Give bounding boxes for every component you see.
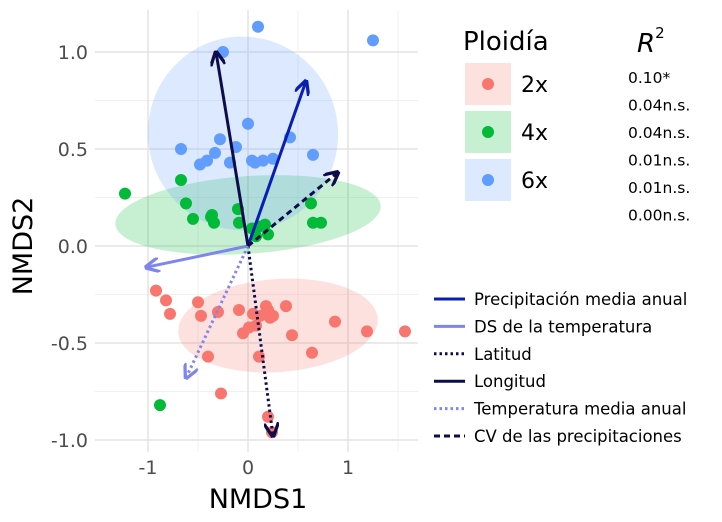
point-6x (175, 143, 187, 155)
r2-title-letter: R (637, 29, 655, 59)
point-2x (286, 329, 298, 342)
point-2x (237, 327, 249, 340)
point-6x (217, 46, 229, 58)
x-axis-title: NMDS1 (209, 484, 308, 515)
point-4x (305, 197, 317, 210)
point-4x (187, 212, 199, 225)
r2-value: 0.01n.s. (628, 152, 690, 170)
point-2x (306, 346, 318, 359)
point-4x (175, 174, 187, 187)
point-6x (242, 117, 254, 130)
tick-labels: -1 0 1 -1.0 -0.5 0.0 0.5 1.0 (51, 42, 354, 479)
legend-dot-6x (482, 174, 494, 186)
r2-value: 0.10* (628, 69, 671, 87)
r2-value: 0.04n.s. (628, 124, 690, 142)
point-2x (267, 309, 279, 322)
vector-legend-label: DS de la temperatura (474, 317, 652, 336)
point-6x (214, 133, 226, 146)
legend-dot-4x (482, 126, 494, 138)
r2-value: 0.01n.s. (628, 179, 690, 197)
vector-arrow (216, 52, 250, 247)
vector-legend: Precipitación media anual DS de la temper… (434, 290, 687, 446)
legend-dot-2x (482, 78, 494, 90)
point-2x (195, 309, 207, 322)
point-6x (257, 154, 269, 167)
point-6x (252, 20, 264, 33)
point-2x (399, 325, 411, 338)
point-6x (267, 152, 279, 165)
y-tick-label: 1.0 (58, 42, 88, 64)
data-points (119, 20, 411, 439)
legend-label-4x: 4x (521, 121, 548, 146)
ellipse-4x (115, 175, 381, 255)
y-tick-label: 0.0 (58, 236, 88, 258)
ellipses (115, 36, 381, 373)
point-6x (307, 148, 319, 161)
vectors (146, 52, 338, 436)
point-2x (150, 284, 162, 297)
point-2x (233, 304, 245, 317)
vector-legend-label: Precipitación media anual (474, 290, 687, 309)
point-2x (202, 350, 214, 363)
point-4x (233, 216, 245, 229)
ellipse-6x (147, 36, 339, 231)
y-axis-title: NMDS2 (8, 197, 39, 296)
y-tick-label: 0.5 (58, 139, 88, 161)
point-6x (367, 34, 379, 47)
point-2x (361, 325, 373, 338)
vector-arrow (246, 245, 273, 436)
grid-lines (95, 10, 418, 452)
point-4x (259, 218, 271, 231)
vector-legend-label: Temperatura media anual (473, 400, 686, 419)
point-6x (209, 146, 221, 159)
r2-title-superscript: 2 (655, 24, 665, 42)
ellipse-2x (178, 278, 378, 373)
legend-label-6x: 6x (521, 169, 548, 194)
point-2x (164, 307, 176, 320)
point-4x (315, 216, 327, 229)
point-4x (206, 208, 218, 221)
y-tick-label: -1.0 (51, 430, 88, 452)
vector-legend-label: Latitud (474, 345, 532, 364)
point-2x (160, 294, 172, 307)
point-2x (215, 387, 227, 400)
vector-arrow (186, 245, 250, 378)
r2-value: 0.00n.s. (628, 207, 690, 225)
point-2x (262, 410, 274, 423)
x-tick-label: 1 (342, 457, 354, 479)
r2-title: R2 (637, 24, 665, 59)
legend-title: Ploidía (463, 27, 549, 57)
r2-value: 0.04n.s. (628, 97, 690, 115)
point-4x (119, 187, 131, 200)
r2-column: R2 0.10* 0.04n.s. 0.04n.s. 0.01n.s. 0.01n.s.… (628, 24, 690, 225)
point-2x (253, 350, 265, 363)
legend-label-2x: 2x (521, 73, 548, 98)
point-2x (192, 296, 204, 309)
point-4x (180, 197, 192, 210)
point-2x (329, 315, 341, 328)
x-tick-label: -1 (139, 457, 158, 479)
point-2x (280, 300, 292, 313)
y-tick-label: -0.5 (51, 333, 88, 355)
point-6x (194, 158, 206, 171)
point-2x (260, 300, 272, 313)
vector-legend-label: Longitud (474, 372, 546, 391)
legend: Ploidía 2x 4x 6x (463, 27, 549, 201)
point-4x (154, 399, 166, 412)
vector-arrow (246, 81, 306, 247)
vector-legend-label: CV de las precipitaciones (474, 427, 682, 446)
vector-arrow (146, 244, 249, 267)
x-tick-label: 0 (242, 457, 254, 479)
